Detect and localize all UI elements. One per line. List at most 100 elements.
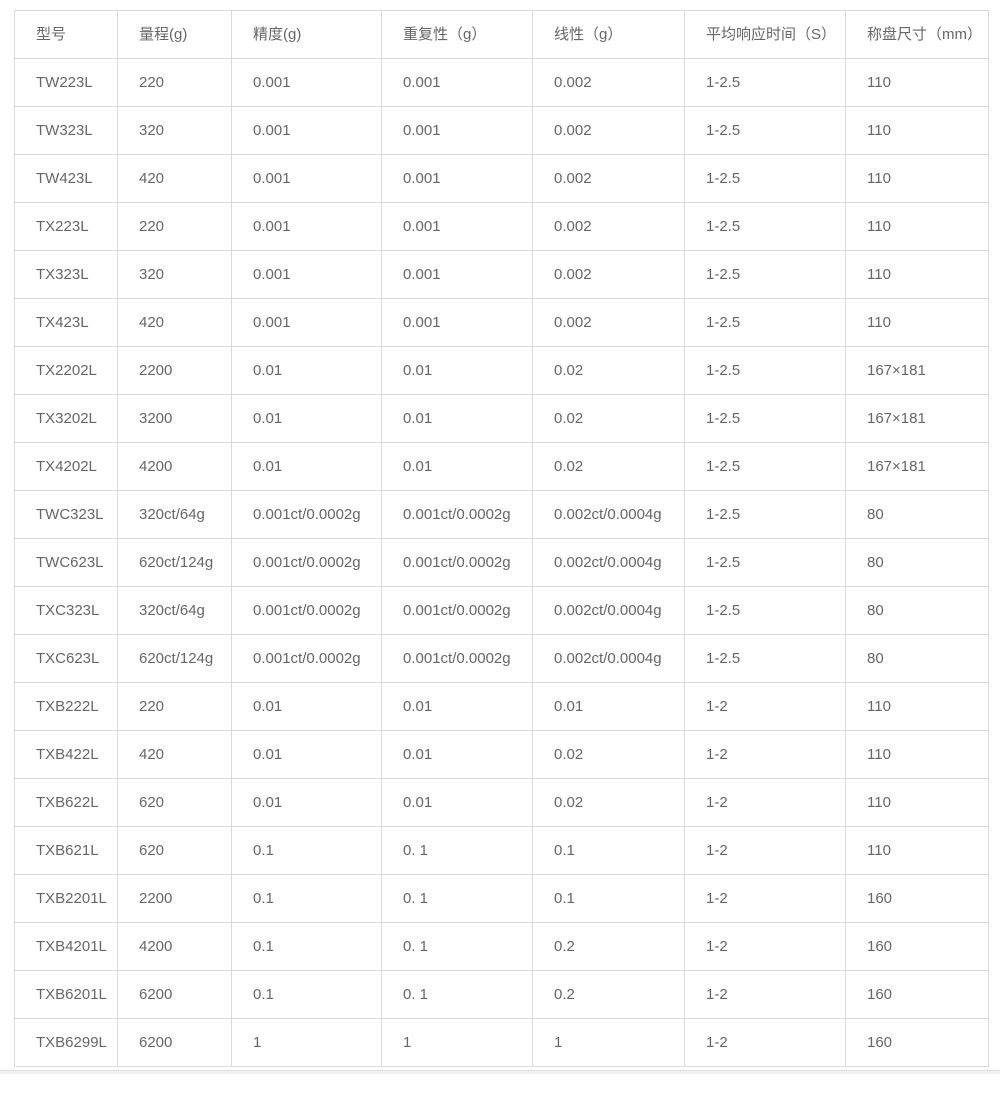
table-cell: 0.01 (532, 682, 685, 731)
table-cell: 0.1 (532, 826, 685, 875)
table-cell: 1-2.5 (684, 586, 846, 635)
table-cell: 0.001ct/0.0002g (381, 490, 533, 539)
table-cell: 1-2.5 (684, 634, 846, 683)
table-cell: 0.001ct/0.0002g (381, 586, 533, 635)
table-row: TX4202L 4200 0.01 0.01 0.02 1-2.5 167×181 (14, 442, 989, 491)
table-cell: TXB222L (14, 682, 118, 731)
table-cell: 620 (117, 826, 232, 875)
table-cell: 110 (845, 250, 989, 299)
table-cell: 0.01 (231, 394, 382, 443)
table-cell: 620ct/124g (117, 634, 232, 683)
table-cell: TX2202L (14, 346, 118, 395)
table-cell: 80 (845, 490, 989, 539)
table-cell: 0.002ct/0.0004g (532, 634, 685, 683)
table-cell: 0.01 (381, 682, 533, 731)
table-cell: 80 (845, 634, 989, 683)
table-cell: 0.01 (231, 778, 382, 827)
table-cell: 2200 (117, 874, 232, 923)
table-cell: TXB2201L (14, 874, 118, 923)
table-cell: 0.002 (532, 298, 685, 347)
table-cell: 320 (117, 106, 232, 155)
table-row: TXB422L 420 0.01 0.01 0.02 1-2 110 (14, 730, 989, 779)
table-cell: 220 (117, 682, 232, 731)
table-cell: 1-2 (684, 682, 846, 731)
table-cell: 0.001 (381, 202, 533, 251)
table-cell: TW223L (14, 58, 118, 107)
table-cell: TXB422L (14, 730, 118, 779)
table-row: TX3202L 3200 0.01 0.01 0.02 1-2.5 167×181 (14, 394, 989, 443)
table-cell: TX423L (14, 298, 118, 347)
table-cell: 110 (845, 298, 989, 347)
table-cell: 0.002ct/0.0004g (532, 490, 685, 539)
table-cell: 80 (845, 586, 989, 635)
table-cell: TWC323L (14, 490, 118, 539)
page-bottom-divider (0, 1070, 1000, 1074)
table-row: TXB222L 220 0.01 0.01 0.01 1-2 110 (14, 682, 989, 731)
table-row: TXB6299L 6200 1 1 1 1-2 160 (14, 1018, 989, 1067)
column-header-readability: 精度(g) (231, 10, 382, 59)
table-row: TW323L 320 0.001 0.001 0.002 1-2.5 110 (14, 106, 989, 155)
table-cell: 0.01 (231, 346, 382, 395)
table-cell: 0.001 (381, 154, 533, 203)
table-cell: 0.002 (532, 106, 685, 155)
table-cell: 167×181 (845, 442, 989, 491)
table-cell: 160 (845, 874, 989, 923)
table-cell: 1-2.5 (684, 202, 846, 251)
table-cell: TW323L (14, 106, 118, 155)
table-cell: 220 (117, 58, 232, 107)
column-header-model: 型号 (14, 10, 118, 59)
table-cell: 0. 1 (381, 922, 533, 971)
table-cell: 0.001 (381, 106, 533, 155)
table-cell: 110 (845, 154, 989, 203)
table-cell: TXB621L (14, 826, 118, 875)
column-header-capacity: 量程(g) (117, 10, 232, 59)
table-cell: 2200 (117, 346, 232, 395)
table-cell: 320ct/64g (117, 490, 232, 539)
table-cell: TXB622L (14, 778, 118, 827)
table-cell: 0.01 (231, 682, 382, 731)
table-cell: 0.1 (532, 874, 685, 923)
table-cell: 0.02 (532, 346, 685, 395)
table-cell: 320 (117, 250, 232, 299)
table-cell: TX4202L (14, 442, 118, 491)
table-cell: 110 (845, 682, 989, 731)
table-cell: 110 (845, 778, 989, 827)
table-cell: 4200 (117, 922, 232, 971)
table-row: TX223L 220 0.001 0.001 0.002 1-2.5 110 (14, 202, 989, 251)
table-row: TWC323L 320ct/64g 0.001ct/0.0002g 0.001ct/0… (14, 490, 989, 539)
table-cell: 160 (845, 922, 989, 971)
table-cell: 0. 1 (381, 826, 533, 875)
column-header-response-time: 平均响应时间（S） (684, 10, 846, 59)
table-cell: 420 (117, 154, 232, 203)
table-cell: 0.01 (381, 346, 533, 395)
column-header-linearity: 线性（g） (532, 10, 685, 59)
table-cell: 6200 (117, 1018, 232, 1067)
table-row: TXC323L 320ct/64g 0.001ct/0.0002g 0.001ct/0… (14, 586, 989, 635)
table-cell: 0.001ct/0.0002g (231, 634, 382, 683)
table-cell: 0.001ct/0.0002g (381, 634, 533, 683)
table-cell: 0. 1 (381, 874, 533, 923)
table-cell: 1-2 (684, 922, 846, 971)
table-cell: 167×181 (845, 346, 989, 395)
table-cell: 110 (845, 826, 989, 875)
table-cell: 320ct/64g (117, 586, 232, 635)
table-cell: 110 (845, 58, 989, 107)
column-header-pan-size: 称盘尺寸（mm） (845, 10, 989, 59)
table-cell: 6200 (117, 970, 232, 1019)
table-cell: 1-2 (684, 826, 846, 875)
table-cell: 80 (845, 538, 989, 587)
spec-table-head: 型号 量程(g) 精度(g) 重复性（g） 线性（g） 平均响应时间（S） 称盘… (14, 10, 989, 59)
table-cell: 0.002 (532, 250, 685, 299)
table-row: TX323L 320 0.001 0.001 0.002 1-2.5 110 (14, 250, 989, 299)
table-cell: 0.02 (532, 442, 685, 491)
table-cell: 0.001ct/0.0002g (231, 490, 382, 539)
table-cell: 0.001 (231, 106, 382, 155)
table-cell: TXC623L (14, 634, 118, 683)
table-cell: 0.2 (532, 922, 685, 971)
table-cell: 0.01 (231, 730, 382, 779)
table-cell: 0.001 (231, 58, 382, 107)
table-cell: 3200 (117, 394, 232, 443)
table-cell: 1-2 (684, 730, 846, 779)
table-cell: 0.001 (231, 298, 382, 347)
table-cell: 420 (117, 730, 232, 779)
